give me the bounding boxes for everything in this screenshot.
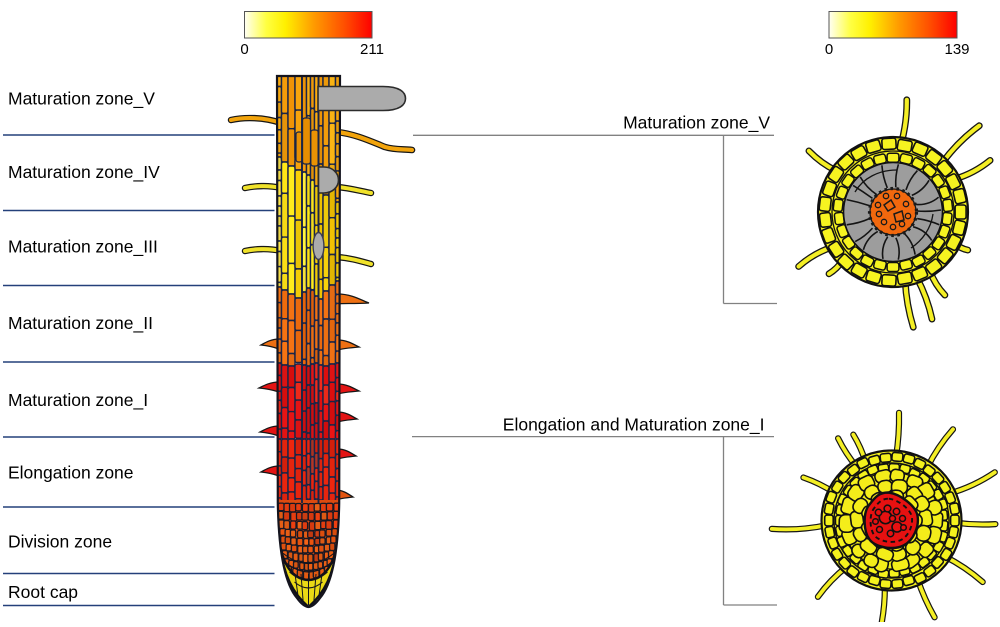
svg-text:139: 139 <box>944 41 969 58</box>
svg-text:Root cap: Root cap <box>8 582 78 602</box>
svg-text:Elongation zone: Elongation zone <box>8 463 134 483</box>
svg-text:Maturation zone_I: Maturation zone_I <box>8 390 148 411</box>
svg-text:0: 0 <box>240 41 248 58</box>
svg-text:Elongation and Maturation zone: Elongation and Maturation zone_I <box>503 415 765 436</box>
svg-text:Division zone: Division zone <box>8 532 112 552</box>
svg-text:Maturation zone_II: Maturation zone_II <box>8 313 153 334</box>
svg-text:211: 211 <box>360 41 384 58</box>
svg-text:Maturation zone_IV: Maturation zone_IV <box>8 162 160 183</box>
svg-text:Maturation zone_III: Maturation zone_III <box>8 237 158 258</box>
svg-text:Maturation zone_V: Maturation zone_V <box>623 113 770 134</box>
svg-text:0: 0 <box>825 41 833 58</box>
svg-text:Maturation zone_V: Maturation zone_V <box>8 89 155 110</box>
